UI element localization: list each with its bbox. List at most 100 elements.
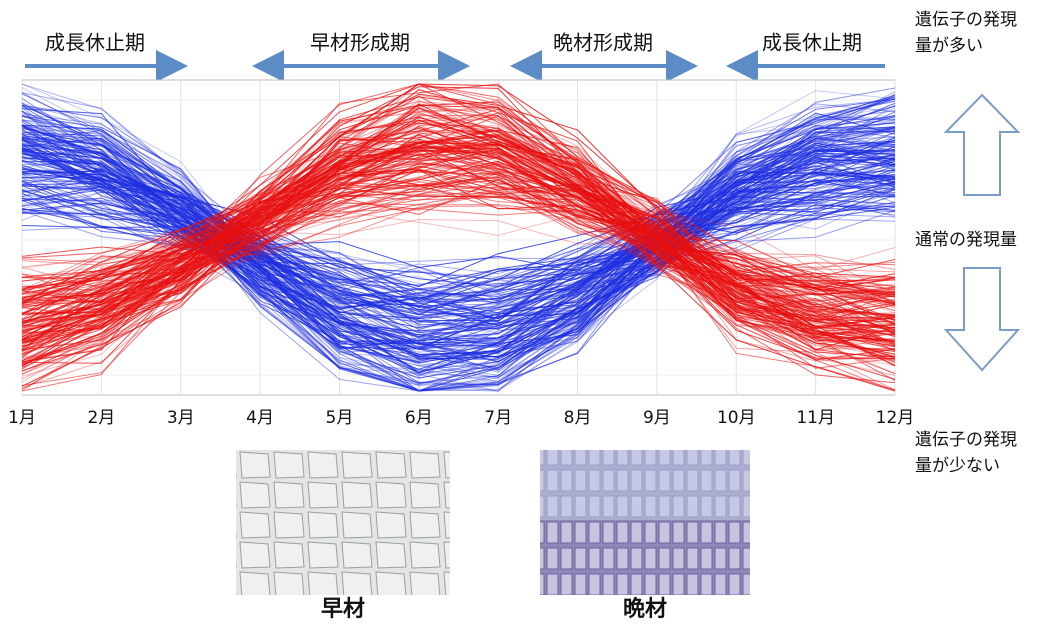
expression-line (21, 148, 896, 367)
expression-line (21, 93, 896, 373)
expression-line (21, 157, 896, 311)
expression-line (21, 169, 896, 290)
month-label: 3月 (167, 408, 195, 428)
expression-line (21, 140, 896, 343)
expression-line (21, 126, 896, 392)
expression-line (21, 135, 896, 325)
expression-line (21, 179, 896, 286)
caption: 早材 (321, 597, 365, 622)
expression-line (21, 204, 896, 320)
month-label: 7月 (484, 408, 512, 428)
expression-line (21, 133, 896, 316)
expression-line (21, 152, 896, 350)
month-label: 11月 (796, 408, 835, 428)
expression-line (21, 168, 896, 304)
expression-line (21, 144, 896, 319)
expression-line (21, 116, 896, 333)
expression-line (21, 179, 896, 290)
month-label: 9月 (643, 408, 671, 428)
expression-line (21, 148, 896, 359)
expression-line (21, 131, 896, 354)
side-label: 量が少ない (915, 456, 1000, 476)
month-label: 6月 (405, 408, 433, 428)
expression-line (21, 102, 896, 346)
expression-line (21, 92, 896, 358)
expression-line (21, 176, 896, 342)
expression-line (21, 136, 896, 325)
expression-line (21, 93, 896, 355)
expression-line (21, 89, 896, 352)
expression-line (21, 175, 896, 362)
expression-line (21, 196, 896, 320)
expression-line (21, 122, 896, 344)
expression-line (21, 173, 896, 316)
expression-line (21, 178, 896, 340)
up-arrow (943, 93, 1021, 196)
expression-line (21, 210, 896, 303)
month-label: 10月 (717, 408, 756, 428)
expression-line (21, 170, 896, 281)
expression-line (21, 105, 896, 374)
expression-line (21, 103, 896, 392)
expression-line (21, 135, 896, 306)
month-label: 5月 (326, 408, 354, 428)
side-label: 遺伝子の発現 (915, 10, 1017, 30)
expression-line (21, 157, 896, 326)
expression-line (21, 193, 896, 305)
month-label: 2月 (87, 408, 115, 428)
expression-line (21, 202, 896, 301)
side-label: 遺伝子の発現 (915, 430, 1017, 450)
expression-line (21, 151, 896, 305)
expression-line (21, 189, 896, 302)
expression-line (21, 137, 896, 356)
expression-line (21, 136, 896, 323)
side-label: 通常の発現量 (915, 230, 1017, 250)
phase-label: 成長休止期 (762, 31, 862, 55)
down-arrow (943, 267, 1021, 372)
expression-line (21, 96, 896, 345)
expression-line (21, 94, 896, 374)
expression-line (21, 150, 896, 313)
expression-line (21, 173, 896, 349)
expression-line (21, 133, 896, 319)
expression-line (21, 172, 896, 307)
expression-line (21, 137, 896, 320)
expression-line (21, 83, 896, 368)
expression-line (21, 177, 896, 363)
expression-line (21, 143, 896, 361)
month-label: 4月 (246, 408, 274, 428)
expression-line (21, 168, 896, 338)
phase-label: 成長休止期 (45, 31, 145, 55)
expression-line (21, 178, 896, 337)
month-label: 1月 (8, 408, 36, 428)
expression-line (21, 149, 896, 342)
expression-line (21, 142, 896, 345)
expression-line (21, 110, 896, 392)
phase-label: 早材形成期 (310, 31, 410, 55)
expression-line (21, 92, 896, 371)
expression-line (21, 121, 896, 354)
expression-line (21, 165, 896, 312)
expression-line (21, 101, 896, 389)
caption: 晩材 (623, 597, 667, 622)
expression-line (21, 115, 896, 392)
expression-line (21, 139, 896, 364)
expression-line (21, 159, 895, 370)
expression-line (21, 130, 896, 332)
expression-line (21, 83, 895, 362)
expression-line (21, 142, 896, 306)
expression-line (21, 115, 896, 339)
expression-line (21, 218, 896, 316)
expression-line (21, 189, 896, 328)
expression-line (21, 87, 896, 380)
expression-line (21, 139, 896, 384)
expression-line (21, 113, 896, 329)
expression-line (21, 171, 896, 303)
expression-line (21, 91, 896, 355)
expression-line (21, 118, 895, 379)
expression-line (21, 128, 896, 348)
side-legend: 遺伝子の発現 量が多い 通常の発現量 遺伝子の発現 量が少ない (915, 10, 1021, 476)
expression-line (21, 96, 896, 383)
expression-line (21, 103, 896, 368)
